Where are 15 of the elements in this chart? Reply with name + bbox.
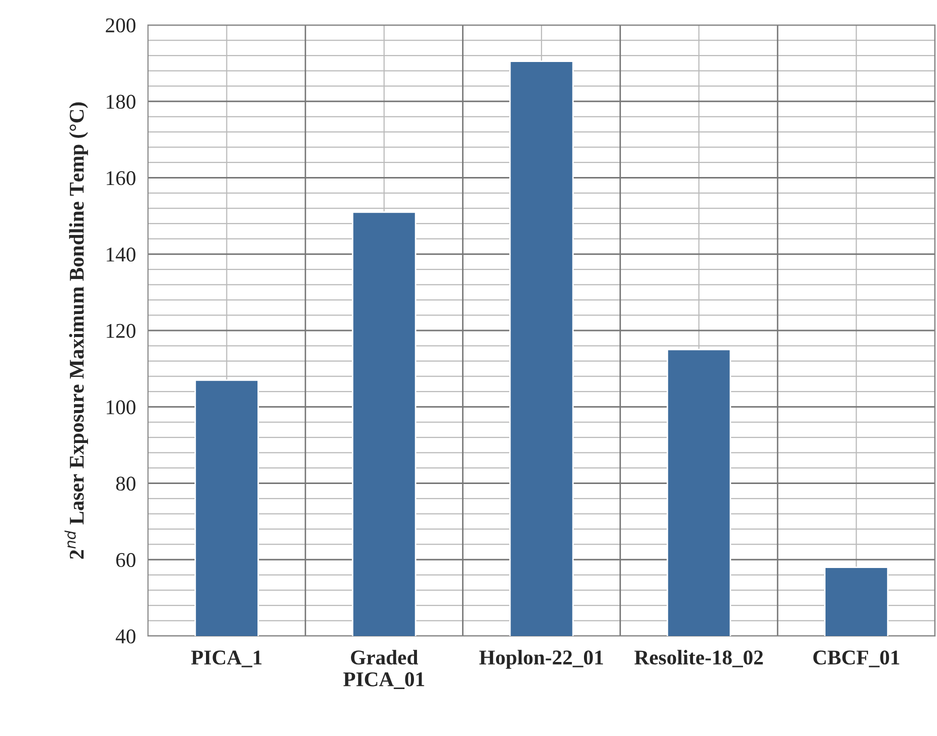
y-tick-label: 140 bbox=[106, 248, 136, 262]
x-tick-label: PICA_1 bbox=[191, 650, 262, 668]
y-tick-label: 100 bbox=[106, 400, 136, 414]
y-tick-label: 160 bbox=[106, 171, 136, 186]
y-tick-label: 60 bbox=[116, 553, 136, 568]
x-tick-label: CBCF_01 bbox=[813, 650, 900, 668]
y-tick-label: 80 bbox=[116, 476, 136, 491]
x-tick-label: Hoplon-22_01 bbox=[479, 650, 603, 669]
y-tick-label: 200 bbox=[106, 18, 136, 32]
x-tick-label: Graded PICA_01 bbox=[343, 650, 424, 690]
x-tick-label: Resolite-18_02 bbox=[634, 650, 763, 668]
y-tick-label: 180 bbox=[106, 94, 136, 109]
y-tick-label: 120 bbox=[106, 324, 136, 338]
y-axis-title: 2$^{nd}$ Laser Exposure Maximum Bondline Temp (°C) bbox=[64, 102, 88, 559]
y-tick-label: 40 bbox=[116, 629, 136, 644]
